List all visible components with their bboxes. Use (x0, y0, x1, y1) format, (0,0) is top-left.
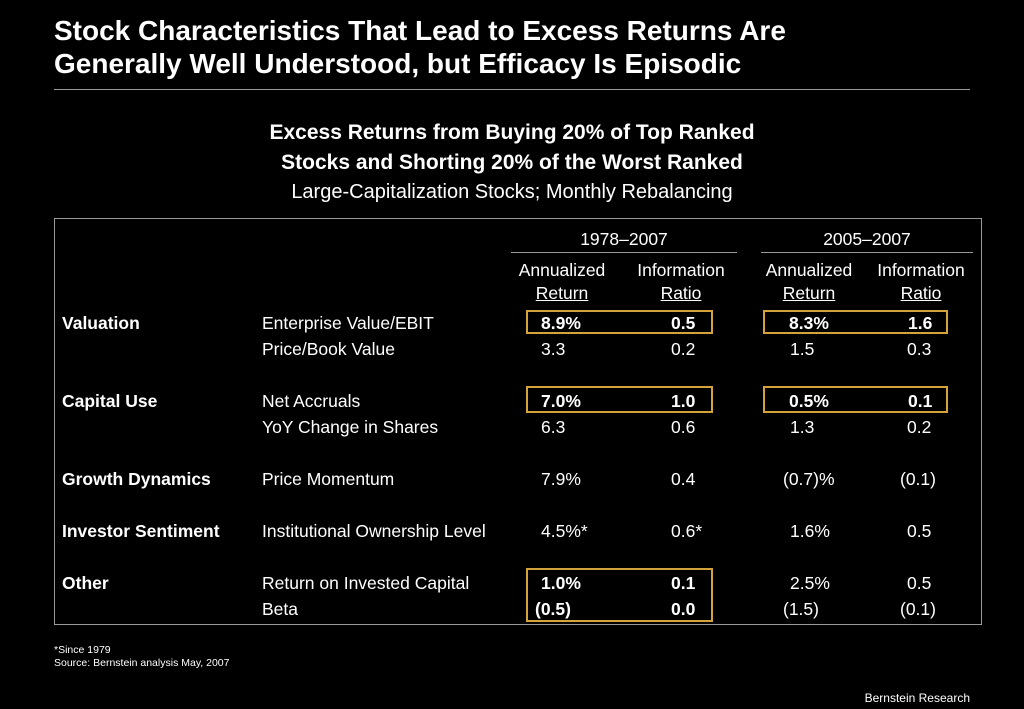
metric-label: Net Accruals (262, 391, 361, 411)
return-2005-2007: 1.5 (790, 339, 815, 359)
ratio-2005-2007: 0.3 (907, 339, 932, 359)
return-2005-2007: 2.5% (790, 573, 830, 593)
slide-title: Stock Characteristics That Lead to Exces… (54, 14, 974, 80)
title-line-2: Generally Well Understood, but Efficacy … (54, 48, 742, 79)
return-1978-2007: (0.5) (535, 599, 571, 619)
return-1978-2007: 8.9% (541, 313, 581, 333)
return-1978-2007: 6.3 (541, 417, 566, 437)
return-2005-2007: 1.3 (790, 417, 815, 437)
highlight-box (763, 386, 948, 413)
source-note: Source: Bernstein analysis May, 2007 (54, 657, 230, 669)
caption-line-2: Stocks and Shorting 20% of the Worst Ran… (281, 151, 743, 174)
ratio-1978-2007: 0.0 (671, 599, 696, 619)
ratio-2005-2007: 0.5 (907, 521, 932, 541)
footnote: *Since 1979 (54, 644, 111, 656)
category-label: Other (62, 573, 109, 593)
return-1978-2007: 1.0% (541, 573, 581, 593)
return-2005-2007: (1.5) (783, 599, 819, 619)
title-divider (54, 89, 970, 90)
col-header-return-top: Annualized (518, 260, 606, 280)
col-header-ratio-2: Information Ratio (865, 259, 977, 305)
period-header-1978-2007: 1978–2007 (580, 229, 668, 249)
return-2005-2007: 1.6% (790, 521, 830, 541)
ratio-1978-2007: 0.2 (671, 339, 696, 359)
col-header-return-bottom: Return (782, 283, 836, 303)
metric-label: Beta (262, 599, 298, 619)
return-2005-2007: 0.5% (789, 391, 829, 411)
ratio-2005-2007: 1.6 (908, 313, 933, 333)
category-label: Valuation (62, 313, 140, 333)
col-header-ratio-1: Information Ratio (625, 259, 737, 305)
category-label: Growth Dynamics (62, 469, 211, 489)
brand-label: Bernstein Research (864, 691, 970, 705)
return-2005-2007: (0.7)% (783, 469, 835, 489)
metric-label: Enterprise Value/EBIT (262, 313, 434, 333)
period-rule-2 (761, 252, 973, 253)
col-header-ratio-top: Information (637, 260, 725, 280)
highlight-box (763, 310, 948, 334)
ratio-2005-2007: (0.1) (900, 599, 936, 619)
col-header-return-2: Annualized Return (755, 259, 863, 305)
caption-line-1: Excess Returns from Buying 20% of Top Ra… (269, 121, 755, 144)
title-line-1: Stock Characteristics That Lead to Exces… (54, 15, 786, 46)
metric-label: YoY Change in Shares (262, 417, 439, 437)
period-header-2005-2007: 2005–2007 (823, 229, 911, 249)
ratio-1978-2007: 0.4 (671, 469, 696, 489)
return-1978-2007: 3.3 (541, 339, 566, 359)
ratio-1978-2007: 0.6* (671, 521, 703, 541)
ratio-1978-2007: 1.0 (671, 391, 696, 411)
col-header-ratio-top: Information (877, 260, 965, 280)
metric-label: Price Momentum (262, 469, 395, 489)
ratio-2005-2007: 0.1 (908, 391, 933, 411)
col-header-return-top: Annualized (765, 260, 853, 280)
ratio-2005-2007: 0.2 (907, 417, 932, 437)
highlight-box (526, 568, 713, 622)
ratio-1978-2007: 0.1 (671, 573, 696, 593)
ratio-2005-2007: 0.5 (907, 573, 932, 593)
ratio-2005-2007: (0.1) (900, 469, 936, 489)
returns-table: 1978–2007 2005–2007 Annualized Return In… (54, 218, 982, 625)
col-header-ratio-bottom: Ratio (660, 283, 702, 303)
col-header-ratio-bottom: Ratio (900, 283, 942, 303)
highlight-box (526, 386, 713, 413)
category-label: Investor Sentiment (62, 521, 220, 541)
return-1978-2007: 4.5%* (541, 521, 588, 541)
return-1978-2007: 7.0% (541, 391, 581, 411)
highlight-box (526, 310, 713, 334)
return-1978-2007: 7.9% (541, 469, 581, 489)
ratio-1978-2007: 0.6 (671, 417, 696, 437)
category-label: Capital Use (62, 391, 158, 411)
col-header-return-bottom: Return (535, 283, 589, 303)
period-rule-1 (511, 252, 737, 253)
metric-label: Return on Invested Capital (262, 573, 470, 593)
caption-description: Large-Capitalization Stocks; Monthly Reb… (291, 181, 733, 203)
ratio-1978-2007: 0.5 (671, 313, 696, 333)
metric-label: Price/Book Value (262, 339, 395, 359)
table-caption: Excess Returns from Buying 20% of Top Ra… (0, 118, 1024, 206)
metric-label: Institutional Ownership Level (262, 521, 486, 541)
col-header-return-1: Annualized Return (508, 259, 616, 305)
return-2005-2007: 8.3% (789, 313, 829, 333)
